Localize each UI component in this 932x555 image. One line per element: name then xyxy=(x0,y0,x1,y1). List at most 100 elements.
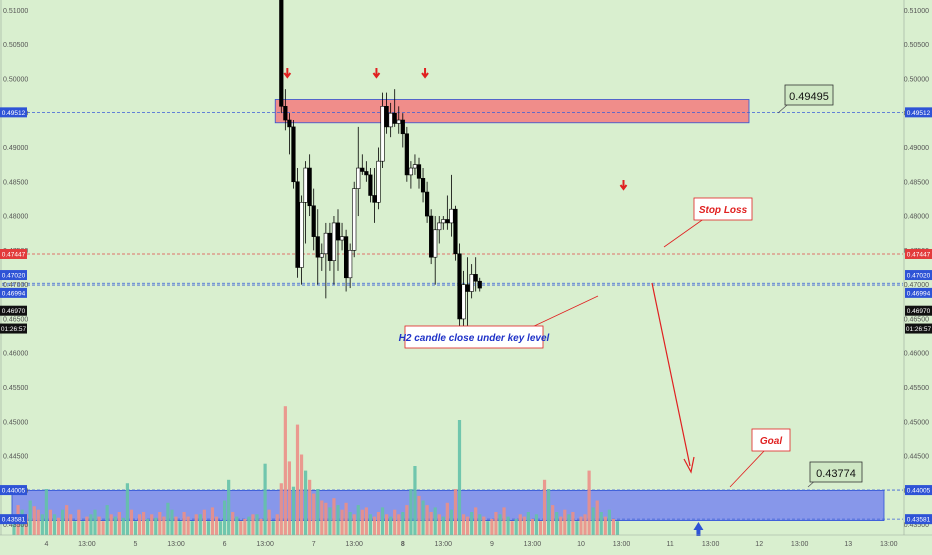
x-tick-label: 6 xyxy=(223,541,227,548)
candle xyxy=(384,92,389,134)
volume-bar xyxy=(287,461,291,535)
price-badge-right: 0.47020 xyxy=(905,270,932,281)
price-badge-right: 0.43581 xyxy=(905,514,932,525)
volume-bar xyxy=(308,479,312,535)
stop-loss-label: Stop Loss xyxy=(699,205,748,216)
price-badge-left: 0.43581 xyxy=(0,514,27,525)
annotations-layer: 0.49495 0.43774 Stop Loss Goal H2 candle… xyxy=(399,84,863,488)
volume-bar xyxy=(279,483,283,535)
volume-bar xyxy=(93,509,97,535)
x-tick-label: 13:00 xyxy=(791,541,809,548)
volume-bar xyxy=(69,514,73,535)
price-badge-bg xyxy=(905,270,932,281)
volume-bar xyxy=(380,507,385,535)
volume-bar xyxy=(44,489,48,535)
candle xyxy=(433,216,438,285)
price-badge-right: 0.46994 xyxy=(905,287,932,298)
candle xyxy=(412,154,418,175)
volume-bar xyxy=(453,489,458,535)
volume-bar xyxy=(170,509,174,535)
candle-body xyxy=(469,274,474,292)
volume-bar xyxy=(542,479,547,535)
x-tick-label: 13:00 xyxy=(256,541,274,548)
goal-box xyxy=(751,428,791,452)
volume-bar xyxy=(12,514,16,535)
candle-body xyxy=(360,167,365,172)
y-tick-label-left: 0.45000 xyxy=(3,419,28,426)
candle-body xyxy=(449,208,454,224)
volume-bar xyxy=(97,516,101,535)
candle-body xyxy=(477,280,482,289)
candles-layer[interactable] xyxy=(279,0,482,340)
volume-bar xyxy=(591,507,595,535)
volume-bar xyxy=(417,495,421,535)
volume-bar xyxy=(231,512,235,535)
volume-bar xyxy=(324,502,328,535)
volume-bar xyxy=(178,521,182,535)
candle-body xyxy=(356,167,361,189)
volume-bar xyxy=(449,509,453,535)
candle-body xyxy=(335,222,341,241)
volume-bar xyxy=(486,521,490,535)
projection-arrow-head xyxy=(683,456,695,474)
volume-bar xyxy=(137,514,142,535)
candle xyxy=(473,257,478,292)
candle xyxy=(311,188,316,251)
price-badge-left: 0.49512 xyxy=(0,107,27,118)
volume-bar xyxy=(40,514,44,535)
volume-bar xyxy=(494,512,498,535)
candle-body xyxy=(323,232,328,255)
candle-note-leader xyxy=(529,295,599,329)
x-tick-label: 13 xyxy=(844,541,852,548)
volume-bar xyxy=(555,512,559,535)
price-badge-left: 01:26:57 xyxy=(0,323,27,334)
y-tick-label-left: 0.45500 xyxy=(3,385,28,392)
volume-bar xyxy=(551,505,555,535)
candle-body xyxy=(437,222,442,231)
candle xyxy=(465,257,470,326)
volume-bar xyxy=(385,514,389,535)
y-tick-label-right: 0.43500 xyxy=(904,522,929,529)
candle-body xyxy=(441,219,446,224)
volume-bar xyxy=(36,509,40,535)
volume-bar xyxy=(206,521,210,535)
down-arrow-icon xyxy=(421,68,429,79)
zones-layer xyxy=(11,99,885,521)
volume-bar xyxy=(121,517,125,535)
up-arrow-icon xyxy=(693,522,704,536)
candle-body xyxy=(368,174,373,196)
candle xyxy=(287,113,292,155)
volume-bar xyxy=(470,512,474,535)
candle xyxy=(445,195,450,230)
volume-bar xyxy=(61,509,65,535)
candle-body xyxy=(291,126,296,183)
volume-bar xyxy=(397,514,401,535)
candle xyxy=(360,154,365,175)
candle xyxy=(404,126,409,182)
volume-bar xyxy=(401,512,405,535)
candle xyxy=(388,102,393,138)
candle-body xyxy=(392,112,397,124)
volume-bar xyxy=(405,505,409,535)
volume-bar xyxy=(89,514,93,535)
volume-bar xyxy=(433,507,437,535)
candle xyxy=(380,92,385,169)
candle-body xyxy=(343,236,349,279)
candle-body xyxy=(388,112,393,128)
price-badge-label: 0.46994 xyxy=(907,290,931,297)
volume-bar xyxy=(583,514,587,535)
x-tick-label: 13:00 xyxy=(78,541,96,548)
supply-zone xyxy=(274,99,750,124)
candle xyxy=(331,216,337,285)
candle-body xyxy=(461,284,466,320)
price-badge-right: 0.49512 xyxy=(905,107,932,118)
volume-bar xyxy=(514,518,518,535)
candle-body xyxy=(400,119,405,135)
volume-bar xyxy=(186,516,190,535)
candle-body xyxy=(331,222,337,261)
volume-bar xyxy=(113,516,117,535)
price-badge-bg xyxy=(0,485,27,496)
candle xyxy=(356,126,361,217)
